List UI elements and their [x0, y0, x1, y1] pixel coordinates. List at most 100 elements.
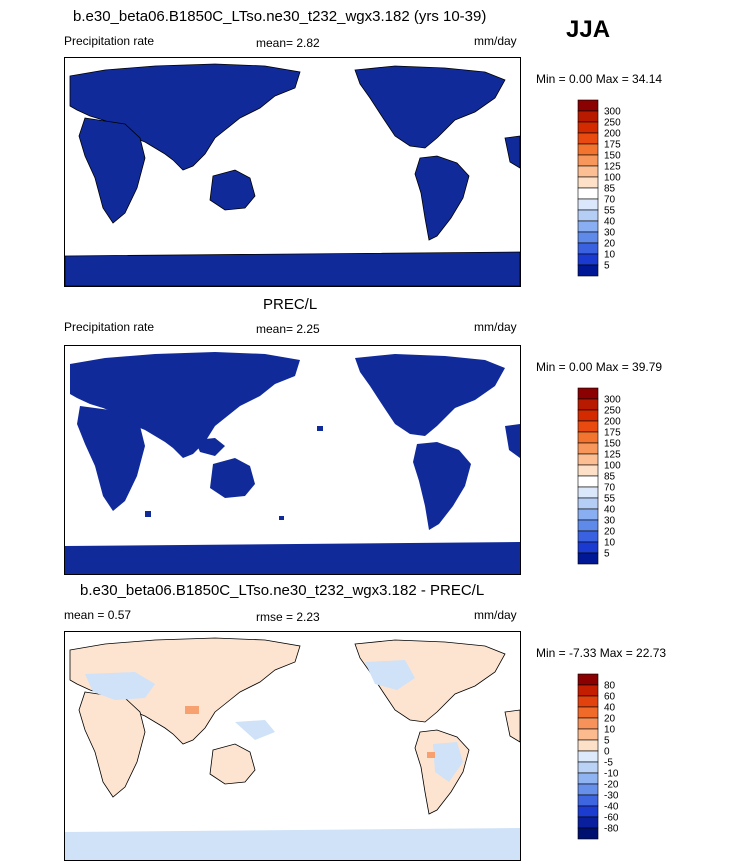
- panel2-colorbar-cell: [577, 431, 599, 444]
- panel2-colorbar-cell: [577, 453, 599, 466]
- panel3-colorbar-cell: [577, 695, 599, 708]
- panel3-colorbar-cell: [577, 827, 599, 840]
- panel2-colorbar-label: 200: [604, 417, 621, 428]
- panel2-map-svg: [65, 352, 520, 574]
- panel2-colorbar-label: 125: [604, 450, 621, 461]
- panel2-colorbar-cell: [577, 552, 599, 565]
- panel3-colorbar-label: 60: [604, 692, 616, 703]
- panel1-colorbar-cell: [577, 187, 599, 200]
- panel3-colorbar-cell: [577, 761, 599, 774]
- panel1-colorbar-cell: [577, 121, 599, 134]
- panel1-colorbar-label: 175: [604, 140, 621, 151]
- panel2-colorbar-label: 10: [604, 538, 616, 549]
- panel1-colorbar-label: 150: [604, 151, 621, 162]
- panel1-variable-label: Precipitation rate: [64, 34, 155, 48]
- panel2-minmax: Min = 0.00 Max = 39.79: [536, 360, 663, 374]
- panel3-colorbar-cell: [577, 728, 599, 741]
- panel1-colorbar-cell: [577, 154, 599, 167]
- panel3-colorbar-label: -30: [604, 791, 619, 802]
- panel1-minmax: Min = 0.00 Max = 34.14: [536, 72, 663, 86]
- panel1-colorbar-cell: [577, 132, 599, 145]
- panel1-colorbar-label: 55: [604, 206, 616, 217]
- panel2-colorbar-label: 20: [604, 527, 616, 538]
- panel2-colorbar-label: 70: [604, 483, 616, 494]
- panel3-colorbar-label: 10: [604, 725, 616, 736]
- panel1-colorbar-label: 40: [604, 217, 616, 228]
- panel1-units: mm/day: [474, 34, 517, 48]
- panel3-colorbar-label: 0: [604, 747, 610, 758]
- panel1-title: b.e30_beta06.B1850C_LTso.ne30_t232_wgx3.…: [73, 8, 487, 25]
- panel1-colorbar-cell: [577, 110, 599, 123]
- panel3-colorbar-label: -80: [604, 824, 619, 835]
- panel2-variable-label: Precipitation rate: [64, 320, 155, 334]
- panel3-colorbar-label: -40: [604, 802, 619, 813]
- panel3-minmax: Min = -7.33 Max = 22.73: [536, 646, 667, 660]
- panel2-colorbar-cell: [577, 497, 599, 510]
- panel2-colorbar-cell: [577, 508, 599, 521]
- panel3-colorbar-cell: [577, 772, 599, 785]
- panel1-colorbar-cell: [577, 220, 599, 233]
- panel1-colorbar-label: 20: [604, 239, 616, 250]
- panel2-colorbar-cell: [577, 387, 599, 400]
- panel3-colorbar-cell: [577, 805, 599, 818]
- panel3-mean: mean = 0.57: [64, 608, 132, 622]
- panel3-colorbar-label: 40: [604, 703, 616, 714]
- panel3-colorbar: 80 60 40 20 10 5 0 -5 -10 -20 -30 -40 -60 -80: [577, 673, 638, 854]
- panel2-colorbar-label: 40: [604, 505, 616, 516]
- panel3-colorbar-cell: [577, 783, 599, 796]
- panel1-colorbar-cell: [577, 209, 599, 222]
- panel3-map-svg: [65, 637, 520, 860]
- panel1-colorbar-label: 30: [604, 228, 616, 239]
- panel2-colorbar-cell: [577, 519, 599, 532]
- panel2-colorbar-label: 85: [604, 472, 616, 483]
- panel3-colorbar-cell: [577, 739, 599, 752]
- panel3-colorbar-cell: [577, 816, 599, 829]
- panel3-colorbar-label: 5: [604, 736, 610, 747]
- panel1-colorbar-label: 100: [604, 173, 621, 184]
- panel3-colorbar-label: 80: [604, 681, 616, 692]
- panel1-colorbar: 300 250 200 175 150 125 100 85 70 55 40 30 20 10 5: [577, 99, 638, 280]
- panel2-title: PREC/L: [263, 296, 318, 313]
- panel3-map: [64, 631, 521, 861]
- panel1-colorbar-cell: [577, 99, 599, 112]
- panel2-map: [64, 345, 521, 575]
- panel3-colorbar-cell: [577, 750, 599, 763]
- panel2-colorbar-label: 30: [604, 516, 616, 527]
- panel1-colorbar-label: 125: [604, 162, 621, 173]
- panel2-colorbar-cell: [577, 486, 599, 499]
- panel2-mean: mean= 2.25: [256, 322, 320, 336]
- panel1-colorbar-cell: [577, 176, 599, 189]
- panel1-mean: mean= 2.82: [256, 36, 320, 50]
- panel3-colorbar-label: 20: [604, 714, 616, 725]
- panel2-colorbar-label: 100: [604, 461, 621, 472]
- panel1-colorbar-cell: [577, 242, 599, 255]
- panel2-colorbar-cell: [577, 464, 599, 477]
- panel1-colorbar-label: 200: [604, 129, 621, 140]
- panel1-colorbar-label: 70: [604, 195, 616, 206]
- panel3-colorbar-cell: [577, 684, 599, 697]
- panel2-colorbar-cell: [577, 420, 599, 433]
- panel1-map-svg: [65, 63, 520, 286]
- panel1-colorbar-label: 5: [604, 261, 610, 272]
- panel3-colorbar-label: -5: [604, 758, 613, 769]
- panel2-colorbar-cell: [577, 530, 599, 543]
- panel3-colorbar-cell: [577, 706, 599, 719]
- panel3-title: b.e30_beta06.B1850C_LTso.ne30_t232_wgx3.…: [80, 582, 485, 599]
- panel1-colorbar-label: 10: [604, 250, 616, 261]
- panel3-colorbar-label: -60: [604, 813, 619, 824]
- panel3-colorbar-cell: [577, 794, 599, 807]
- panel2-colorbar-label: 175: [604, 428, 621, 439]
- panel3-units: mm/day: [474, 608, 517, 622]
- panel1-colorbar-cell: [577, 231, 599, 244]
- panel1-colorbar-label: 85: [604, 184, 616, 195]
- panel2-colorbar-cell: [577, 409, 599, 422]
- panel2-colorbar: 300 250 200 175 150 125 100 85 70 55 40 30 20 10 5: [577, 387, 638, 568]
- panel1-map: [64, 57, 521, 287]
- panel2-colorbar-label: 250: [604, 406, 621, 417]
- panel3-colorbar-cell: [577, 717, 599, 730]
- panel3-colorbar-label: -10: [604, 769, 619, 780]
- panel2-colorbar-cell: [577, 475, 599, 488]
- panel1-colorbar-cell: [577, 143, 599, 156]
